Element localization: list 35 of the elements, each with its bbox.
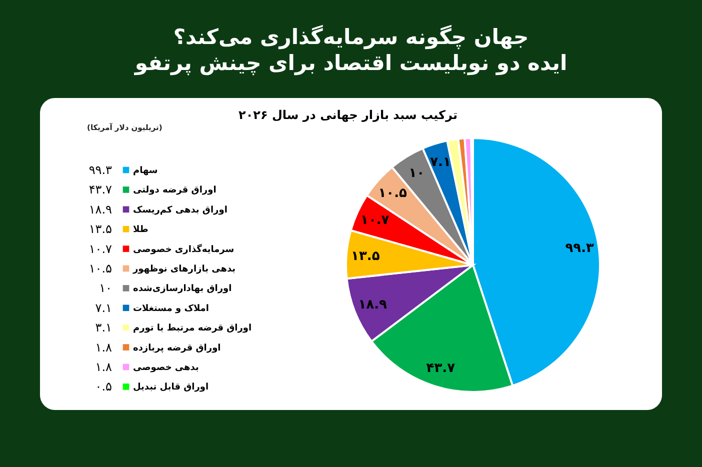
chart-subtitle: ایده دو نوبلیست اقتصاد برای چینش پرتفو bbox=[134, 51, 568, 76]
data-label: ۱۸.۹ bbox=[358, 298, 388, 313]
legend-label: اوراق قابل تبدیل bbox=[133, 382, 209, 393]
data-label: ۱۰.۷ bbox=[360, 213, 390, 228]
legend-label: سرمایه‌گذاری خصوصی bbox=[133, 242, 234, 255]
text: ۷.۱ bbox=[95, 300, 112, 315]
data-label: ۹۹.۳ bbox=[565, 240, 594, 256]
text: ۴۳.۷ bbox=[88, 182, 112, 197]
text: ۱۰.۵ bbox=[88, 262, 112, 276]
chart-title: جهان چگونه سرمایه‌گذاری می‌کند؟ bbox=[173, 24, 529, 50]
text: ترکیب سبد بازار جهانی در سال ۲۰۲۶ bbox=[238, 108, 458, 122]
data-label: ۳.۱ bbox=[95, 320, 112, 335]
legend-label: اوراق قرضه مرتبط با تورم bbox=[133, 324, 252, 334]
data-label: ۱.۸ bbox=[95, 360, 113, 374]
data-label: ۱۳.۵ bbox=[351, 248, 380, 264]
text: ۱۰ bbox=[99, 281, 112, 296]
data-label: ۱۰ bbox=[408, 166, 425, 181]
legend-label: بدهی بازارهای نوظهور bbox=[132, 264, 236, 274]
text: ۱۰.۷ bbox=[88, 242, 112, 256]
legend-label: اوراق بدهی کم‌ریسک bbox=[133, 205, 228, 216]
legend-label: اوراق بهادارسازی‌شده bbox=[133, 284, 232, 294]
legend-label: بدهی خصوصی bbox=[133, 363, 199, 373]
text: ۹۹.۳ bbox=[88, 163, 112, 177]
legend-label: اوراق قرضه پربازده bbox=[133, 343, 221, 354]
data-label: ۰.۵ bbox=[95, 380, 112, 394]
text: ۱۸.۹ bbox=[88, 202, 112, 216]
legend-label: املاک و مستغلات bbox=[133, 304, 209, 314]
legend-label: سهام bbox=[133, 166, 158, 176]
data-label: ۴۳.۷ bbox=[426, 360, 456, 376]
legend-label: طلا bbox=[133, 225, 148, 236]
data-label: ۱۰.۵ bbox=[378, 186, 408, 201]
legend-label: اوراق قرضه دولتی bbox=[133, 186, 216, 196]
data-label: ۷.۱ bbox=[430, 155, 451, 170]
text: ۱۳.۵ bbox=[88, 222, 112, 236]
data-label: ۱.۸ bbox=[95, 340, 113, 354]
